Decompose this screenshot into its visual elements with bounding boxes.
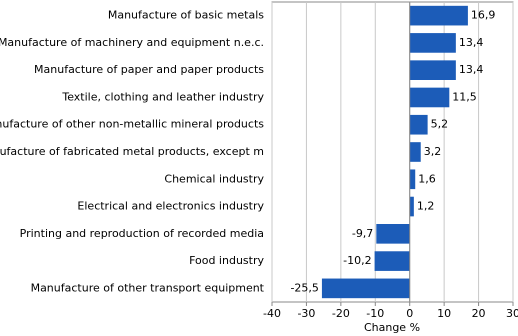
x-tick-label: -40 [263,307,281,320]
value-label: 3,2 [424,145,442,158]
value-label: 11,5 [452,90,477,103]
value-label: 1,6 [418,172,436,185]
bar [321,278,410,299]
bar [409,33,456,53]
y-tick-label: Manufacture of paper and paper products [34,63,264,76]
value-label: 13,4 [459,63,484,76]
y-tick-label: Electrical and electronics industry [77,200,264,213]
value-label: -10,2 [343,254,371,267]
x-tick-label: -30 [297,307,315,320]
x-tick-label: -20 [332,307,350,320]
y-tick-label: Printing and reproduction of recorded me… [20,227,264,240]
value-label: -25,5 [290,281,318,294]
x-axis-label: Change % [364,321,420,334]
bar [409,196,414,217]
bar [409,114,428,135]
bar [409,87,450,108]
value-label: 13,4 [459,36,484,49]
y-tick-label: Manufacture of other transport equipment [31,281,265,294]
bar [409,5,468,26]
x-tick-label: -10 [366,307,384,320]
bar [374,251,410,271]
y-tick-label: Manufacture of other non-metallic minera… [0,118,264,131]
y-tick-label: Textile, clothing and leather industry [61,90,264,103]
x-tick-label: 10 [437,307,451,320]
x-tick-label: 20 [472,307,486,320]
y-tick-label: Manufacture of machinery and equipment n… [0,36,264,49]
x-tick-label: 30 [506,307,518,320]
y-tick-label: Manufacture of basic metals [108,9,264,22]
bar [409,60,456,80]
y-tick-label: Chemical industry [164,172,264,185]
value-label: 5,2 [431,118,449,131]
value-label: -9,7 [352,227,373,240]
bar [409,142,421,162]
value-label: 16,9 [471,9,496,22]
y-tick-label: Manufacture of fabricated metal products… [0,145,264,158]
value-label: 1,2 [417,200,435,213]
y-tick-label: Food industry [189,254,264,267]
bar [376,224,410,244]
bar [409,169,416,190]
x-tick-label: 0 [406,307,413,320]
